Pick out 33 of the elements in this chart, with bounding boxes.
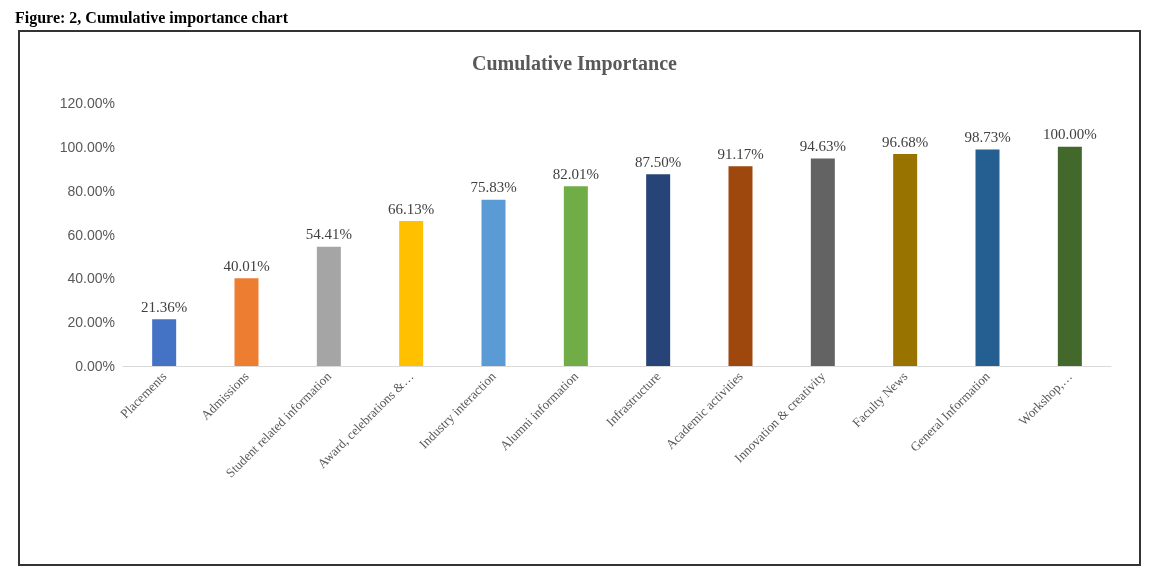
bar [1057, 146, 1082, 366]
bar [399, 221, 424, 366]
bar [893, 154, 918, 366]
bar [975, 149, 1000, 366]
y-tick-label: 0.00% [75, 358, 115, 374]
bar [234, 278, 259, 366]
y-tick-label: 20.00% [67, 314, 115, 331]
data-label: 87.50% [635, 153, 682, 170]
data-label: 100.00% [1042, 126, 1097, 143]
bar [481, 199, 506, 366]
data-label: 94.63% [799, 138, 846, 155]
bar [563, 186, 588, 366]
y-tick-label: 40.00% [67, 270, 115, 287]
y-tick-label: 100.00% [59, 138, 115, 155]
data-label: 40.01% [223, 257, 270, 274]
data-label: 75.83% [470, 179, 517, 196]
bar [810, 158, 835, 366]
data-label: 66.13% [388, 200, 435, 217]
chart-subtitle: Figure: 2, Cumulative importance chart [15, 8, 289, 27]
data-label: 54.41% [305, 226, 352, 243]
data-label: 21.36% [141, 298, 188, 315]
bar [646, 174, 671, 366]
y-tick-label: 120.00% [59, 95, 115, 111]
y-tick-label: 60.00% [67, 226, 115, 243]
bar [728, 166, 753, 366]
data-label: 98.73% [964, 129, 1011, 146]
bar [316, 246, 341, 366]
data-label: 96.68% [882, 133, 929, 150]
data-label: 82.01% [552, 165, 599, 182]
y-tick-label: 80.00% [67, 182, 115, 199]
bar [152, 319, 177, 366]
chart-title: Cumulative Importance [472, 52, 678, 75]
data-label: 91.17% [717, 145, 764, 162]
